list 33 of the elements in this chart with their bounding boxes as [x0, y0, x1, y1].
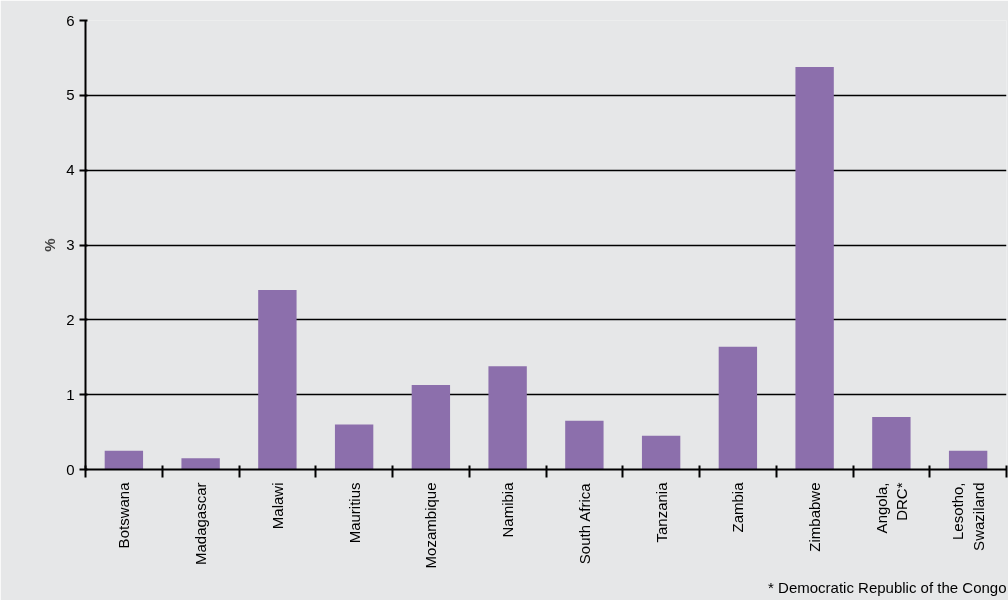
- x-tick-label: Lesotho, Swaziland: [949, 482, 987, 551]
- y-tick-label: 5: [66, 86, 75, 104]
- bar: [258, 289, 297, 470]
- bar: [948, 450, 988, 470]
- x-tick-label: Madagascar: [192, 482, 210, 566]
- y-tick-label: 3: [66, 236, 75, 253]
- bar: [104, 450, 144, 470]
- y-tick-label: 0: [66, 460, 75, 478]
- y-tick-label: 1: [66, 385, 75, 403]
- x-tick-label: Mauritius: [345, 482, 363, 544]
- y-tick-label: 4: [66, 161, 75, 179]
- x-tick-label: Malawi: [268, 482, 286, 530]
- y-tick-label: 2: [66, 310, 75, 328]
- bar: [411, 384, 451, 470]
- y-tick-label: 6: [66, 11, 75, 29]
- x-tick-label: Botswana: [115, 481, 133, 549]
- x-tick-label: Namibia: [499, 481, 517, 538]
- y-axis-title: %: [41, 238, 59, 252]
- x-tick-label: Angola, DRC*: [872, 482, 911, 534]
- x-tick-label: Mozambique: [422, 482, 440, 569]
- bar: [718, 346, 758, 470]
- bar: [181, 458, 220, 470]
- bar: [795, 66, 834, 470]
- bar: [334, 424, 374, 470]
- x-tick-label: Zambia: [729, 481, 747, 533]
- x-tick-label: South Africa: [575, 482, 593, 565]
- x-tick-label: Tanzania: [652, 481, 670, 543]
- bar: [565, 420, 604, 470]
- text: * Democratic Republic of the Congo: [768, 578, 1007, 596]
- x-tick-label: Zimbabwe: [806, 482, 824, 552]
- bar: [872, 417, 911, 470]
- bar: [641, 435, 681, 470]
- bar: [488, 366, 527, 470]
